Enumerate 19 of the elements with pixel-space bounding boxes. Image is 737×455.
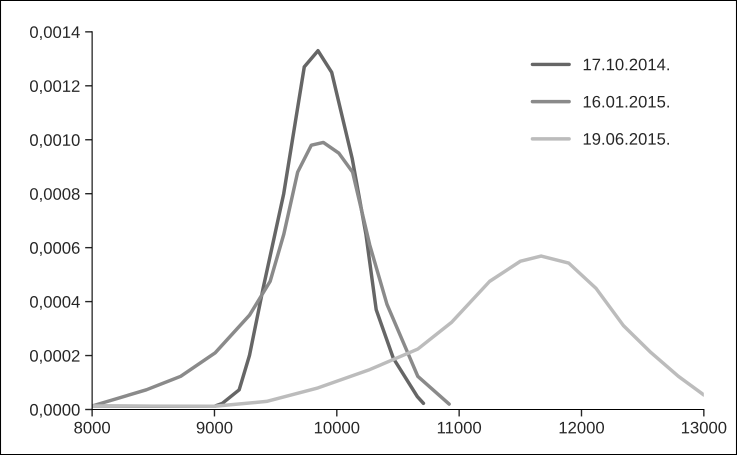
legend-label: 16.01.2015. [584, 96, 669, 108]
x-tick-label: 11000 [438, 422, 482, 434]
x-tick-label: 12000 [560, 422, 604, 434]
x-tick-label: 10000 [314, 422, 360, 434]
x-tick-label: 13000 [682, 422, 726, 434]
legend-label: 19.06.2015. [584, 133, 669, 145]
y-tick-label: 0,0012 [30, 80, 80, 94]
y-tick-label: 0,0000 [30, 404, 80, 418]
y-tick-label: 0,0014 [30, 26, 80, 40]
x-tick-label: 9000 [196, 422, 232, 434]
line-series [92, 140, 451, 408]
y-tick-label: 0,0002 [30, 350, 80, 364]
x-tick-label: 8000 [74, 422, 110, 434]
y-tick-label: 0,0008 [30, 188, 80, 202]
legend-label: 17.10.2014. [584, 58, 669, 70]
y-tick-label: 0,0006 [30, 242, 80, 256]
line-series [92, 254, 704, 408]
y-tick-label: 0,0004 [30, 296, 80, 310]
y-tick-label: 0,0010 [30, 134, 80, 148]
